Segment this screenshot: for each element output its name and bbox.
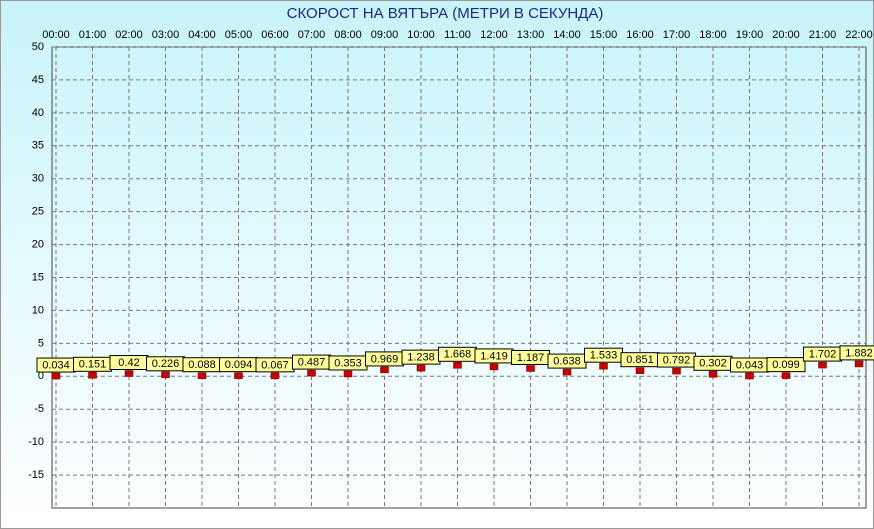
x-tick-label: 09:00	[371, 29, 399, 41]
x-tick-label: 21:00	[809, 29, 837, 41]
marker	[88, 372, 97, 379]
marker	[781, 372, 791, 379]
x-tick-label: 07:00	[298, 29, 326, 41]
value-label: 0.487	[298, 356, 326, 368]
marker	[489, 363, 499, 371]
x-tick-label: 08:00	[334, 29, 362, 41]
x-tick-label: 20:00	[772, 29, 800, 41]
value-label: 0.638	[553, 355, 581, 367]
marker	[161, 371, 170, 379]
x-tick-label: 05:00	[225, 29, 253, 41]
x-tick-label: 13:00	[517, 29, 545, 41]
value-label: 0.226	[152, 358, 180, 370]
marker	[124, 370, 134, 377]
x-tick-label: 11:00	[444, 29, 471, 41]
y-tick-label: 10	[32, 304, 44, 316]
marker	[562, 368, 572, 376]
value-label: 0.969	[371, 353, 399, 365]
value-label: 0.099	[772, 359, 800, 371]
marker	[708, 371, 718, 378]
value-label: 0.067	[261, 359, 289, 371]
marker	[854, 360, 864, 368]
x-tick-label: 22:00	[845, 29, 873, 41]
value-label-box	[839, 345, 874, 361]
value-label: 1.882	[845, 347, 873, 359]
y-tick-label: 5	[38, 337, 44, 349]
value-label: 0.792	[663, 354, 691, 366]
value-label: 0.302	[699, 358, 727, 370]
y-tick-label: 25	[32, 206, 44, 218]
value-label: 0.42	[118, 357, 139, 369]
y-tick-label: 20	[32, 238, 44, 250]
value-label: 0.151	[79, 359, 107, 371]
value-label: 1.238	[407, 352, 435, 364]
marker	[416, 364, 426, 372]
x-tick-label: 15:00	[590, 29, 618, 41]
marker	[380, 366, 389, 374]
x-tick-label: 04:00	[188, 29, 216, 41]
x-tick-label: 10:00	[407, 29, 435, 41]
y-tick-label: 0	[38, 370, 44, 382]
marker	[672, 367, 681, 375]
marker	[745, 372, 754, 380]
value-label: 1.702	[809, 348, 837, 360]
chart-title: СКОРОСТ НА ВЯТЪРА (МЕТРИ В СЕКУНДА)	[287, 5, 604, 22]
x-tick-label: 12:00	[480, 29, 508, 41]
value-label: 1.419	[480, 350, 508, 362]
x-tick-label: 14:00	[553, 29, 581, 41]
value-label: 1.187	[517, 352, 545, 364]
marker	[635, 367, 645, 374]
value-label: 1.668	[444, 349, 472, 361]
value-label: 0.353	[334, 357, 362, 369]
marker	[307, 369, 316, 377]
value-label: 0.094	[225, 359, 253, 371]
marker	[343, 370, 353, 378]
x-tick-label: 06:00	[261, 29, 289, 41]
marker	[599, 362, 608, 370]
x-tick-label: 02:00	[115, 29, 143, 41]
x-tick-label: 17:00	[663, 29, 691, 41]
y-tick-label: 15	[32, 271, 44, 283]
y-tick-label: -5	[34, 403, 44, 415]
y-tick-label: -15	[28, 469, 44, 481]
marker	[234, 372, 243, 379]
value-label: 0.043	[736, 359, 764, 371]
marker	[453, 362, 462, 369]
y-tick-label: 40	[32, 107, 44, 119]
x-tick-label: 03:00	[152, 29, 180, 41]
x-tick-label: 00:00	[42, 29, 70, 41]
x-tick-label: 16:00	[626, 29, 654, 41]
marker	[270, 372, 280, 380]
y-tick-label: -10	[28, 436, 44, 448]
y-tick-label: 45	[32, 74, 44, 86]
y-tick-label: 30	[32, 173, 44, 185]
value-label: 1.533	[590, 350, 618, 362]
x-tick-label: 18:00	[699, 29, 727, 41]
y-tick-label: 50	[32, 41, 44, 53]
marker	[51, 372, 61, 380]
x-tick-label: 19:00	[736, 29, 764, 41]
value-label: 0.034	[42, 359, 70, 371]
y-tick-label: 35	[32, 140, 44, 152]
value-label: 0.851	[626, 354, 654, 366]
value-label-box	[766, 357, 806, 373]
marker	[197, 372, 207, 379]
value-label: 0.088	[188, 359, 216, 371]
x-tick-label: 01:00	[79, 29, 107, 41]
marker	[526, 365, 535, 372]
marker	[818, 361, 827, 369]
